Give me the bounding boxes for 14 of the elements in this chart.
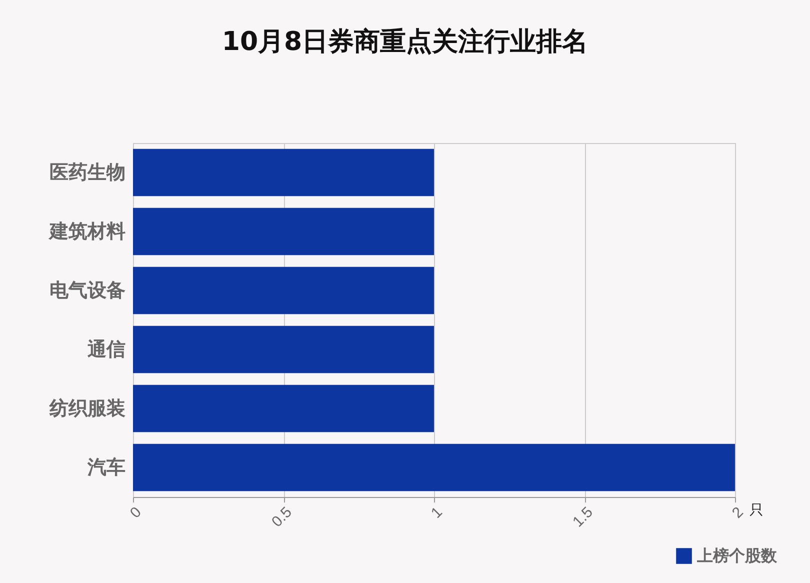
x-tick-label: 0 [126, 504, 145, 522]
chart-title: 10月8日券商重点关注行业排名 [222, 27, 588, 57]
y-tick-label: 纺织服装 [48, 398, 126, 420]
x-tick-label: 1 [428, 504, 446, 522]
x-tick-label: 0.5 [268, 504, 296, 531]
y-tick-label: 电气设备 [50, 280, 126, 302]
x-tick-label: 2 [728, 504, 747, 522]
y-tick-label: 医药生物 [50, 162, 126, 184]
y-tick-label: 汽车 [86, 456, 126, 478]
y-tick-label: 建筑材料 [48, 220, 126, 242]
x-tick-label: 1.5 [570, 504, 596, 531]
legend-label: 上榜个股数 [696, 546, 778, 565]
y-tick-label: 通信 [86, 338, 126, 360]
x-axis-title: 只 [750, 502, 764, 518]
